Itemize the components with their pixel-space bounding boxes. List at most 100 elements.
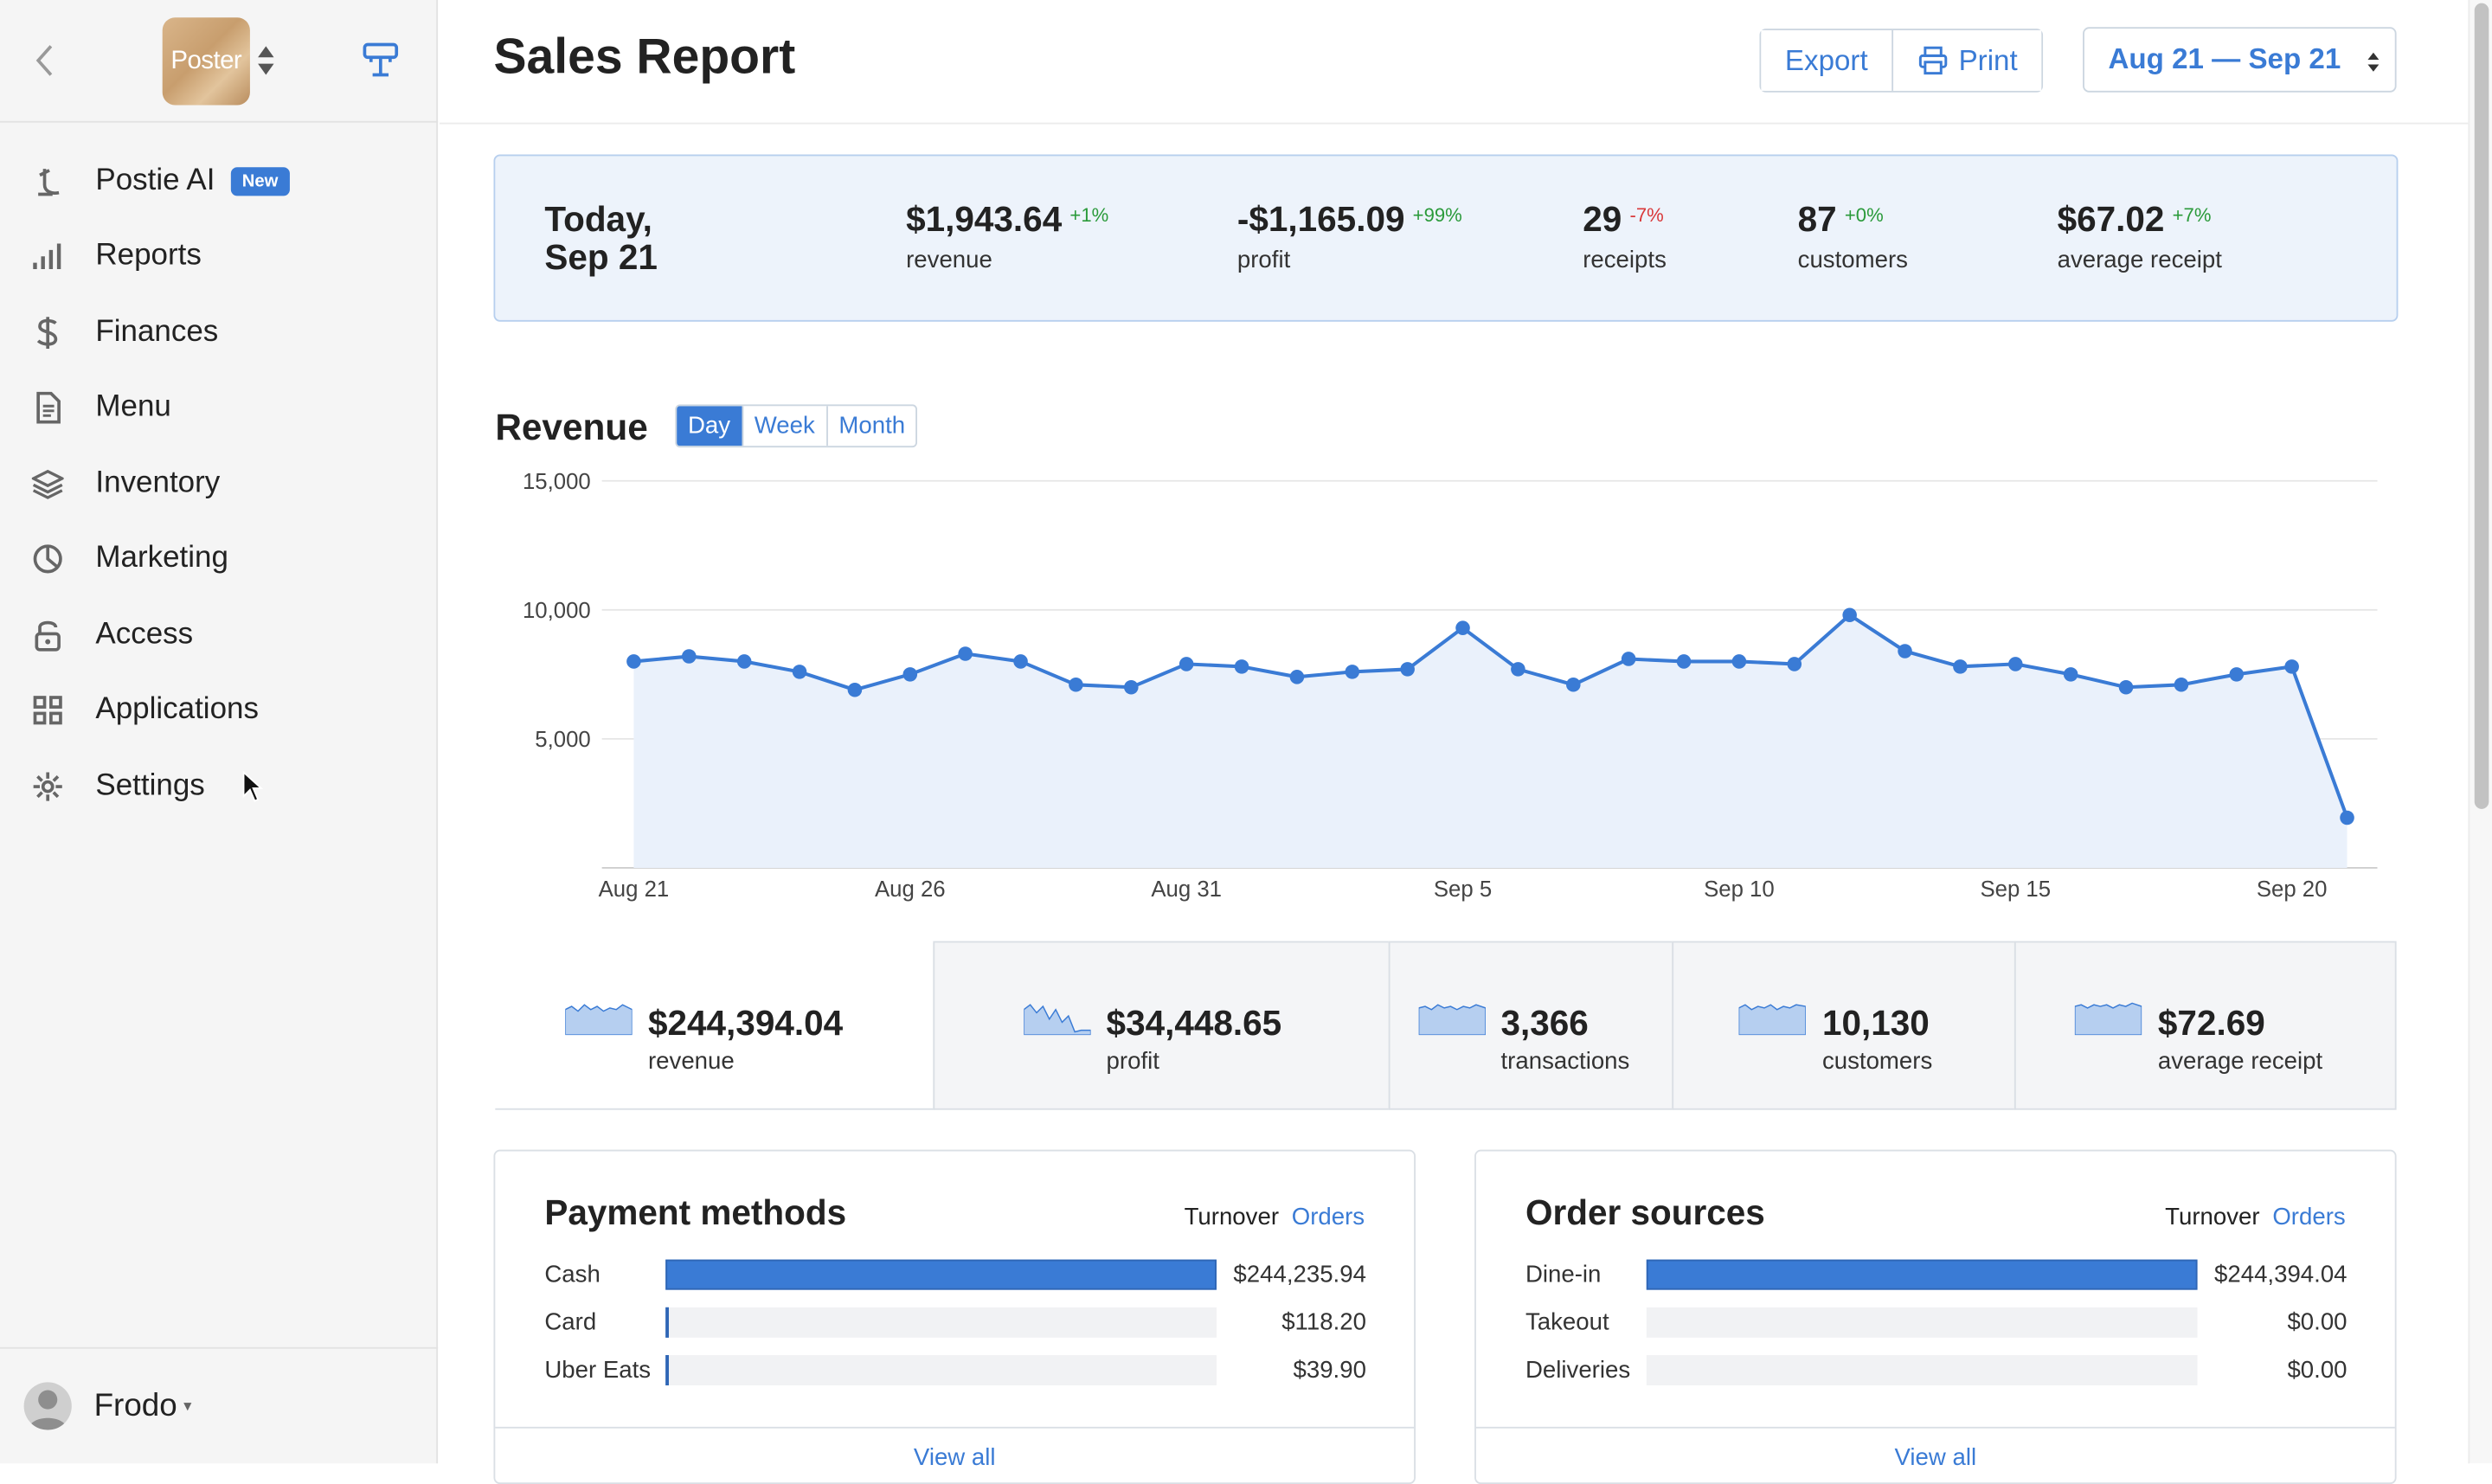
sidebar-item-finances[interactable]: Finances xyxy=(0,294,438,369)
page-scrollbar[interactable] xyxy=(2468,0,2492,1464)
back-button[interactable] xyxy=(25,38,63,83)
sidebar-item-label: Menu xyxy=(95,390,171,424)
sidebar-item-postie-ai[interactable]: Postie AI New xyxy=(0,144,438,219)
sidebar-item-settings[interactable]: Settings xyxy=(0,748,438,824)
today-stat-receipts: 29 -7% receipts xyxy=(1583,199,1667,273)
data-point[interactable] xyxy=(902,667,918,682)
total-customers-card[interactable]: 10,130 customers xyxy=(1672,941,2017,1110)
data-point[interactable] xyxy=(2340,810,2354,826)
print-button[interactable]: Print xyxy=(1891,29,2042,91)
total-transactions-card[interactable]: 3,366 transactions xyxy=(1387,941,1674,1110)
stat-change: +1% xyxy=(1069,203,1109,227)
data-point[interactable] xyxy=(792,665,807,679)
data-point[interactable] xyxy=(847,682,863,697)
data-point[interactable] xyxy=(1676,654,1692,669)
sidebar-item-menu[interactable]: Menu xyxy=(0,370,438,446)
data-point[interactable] xyxy=(1566,677,1581,692)
data-point[interactable] xyxy=(1069,677,1083,692)
grid-icon xyxy=(32,695,64,727)
sidebar-item-label: Settings xyxy=(95,768,205,803)
data-point[interactable] xyxy=(2229,667,2245,682)
total-value: $72.69 xyxy=(2157,1003,2265,1044)
revenue-area xyxy=(633,614,2347,868)
data-point[interactable] xyxy=(1842,607,1857,623)
stat-label: receipts xyxy=(1583,247,1667,274)
export-button[interactable]: Export xyxy=(1761,29,1892,91)
data-point[interactable] xyxy=(1787,657,1802,671)
stat-change: -7% xyxy=(1629,203,1664,227)
updown-caret-icon xyxy=(2367,52,2380,72)
data-point[interactable] xyxy=(1455,620,1470,635)
data-point[interactable] xyxy=(1400,662,1415,677)
layers-icon xyxy=(31,468,64,500)
total-profit-card[interactable]: $34,448.65 profit xyxy=(932,941,1390,1110)
pos-terminal-button[interactable] xyxy=(360,40,401,89)
scrollbar-thumb[interactable] xyxy=(2474,3,2489,809)
account-switch-toggle[interactable] xyxy=(256,45,275,85)
bar-value: $118.20 xyxy=(1281,1308,1366,1336)
data-point[interactable] xyxy=(1953,659,1968,674)
metric-toggle: Turnover Orders xyxy=(1185,1204,1365,1230)
user-icon xyxy=(29,1390,67,1430)
view-all-link[interactable]: View all xyxy=(913,1444,996,1472)
data-point[interactable] xyxy=(2118,679,2134,695)
stat-label: customers xyxy=(1797,247,1908,274)
chevron-left-icon xyxy=(35,45,53,76)
x-tick-label: Aug 26 xyxy=(875,877,946,902)
total-average-receipt-card[interactable]: $72.69 average receipt xyxy=(2014,941,2397,1110)
total-revenue-card[interactable]: $244,394.04 revenue xyxy=(495,941,934,1110)
data-point[interactable] xyxy=(2063,667,2078,682)
bar-track xyxy=(665,1259,1217,1290)
bar-track xyxy=(665,1307,1217,1338)
brand-logo[interactable]: Poster xyxy=(162,17,250,106)
orders-toggle[interactable]: Orders xyxy=(2272,1204,2346,1231)
data-point[interactable] xyxy=(682,649,697,664)
today-date-line1: Today, xyxy=(544,199,652,240)
sidebar-item-reports[interactable]: Reports xyxy=(0,219,438,294)
sidebar-item-inventory[interactable]: Inventory xyxy=(0,446,438,521)
view-all-link[interactable]: View all xyxy=(1894,1444,1977,1472)
period-week-button[interactable]: Week xyxy=(741,406,826,446)
turnover-toggle[interactable]: Turnover xyxy=(1184,1204,1280,1231)
data-point[interactable] xyxy=(1621,652,1636,666)
date-range-label: Aug 21 — Sep 21 xyxy=(2108,42,2341,75)
data-point[interactable] xyxy=(626,654,641,669)
revenue-line xyxy=(633,613,2349,819)
data-point[interactable] xyxy=(736,654,752,669)
data-point[interactable] xyxy=(2284,659,2299,674)
data-point[interactable] xyxy=(2174,677,2189,692)
stat-value: 29 xyxy=(1583,199,1622,240)
data-point[interactable] xyxy=(1013,654,1028,669)
bar-track xyxy=(1646,1307,2198,1338)
data-point[interactable] xyxy=(958,646,973,661)
today-stat-revenue: $1,943.64 +1% revenue xyxy=(906,199,1108,273)
data-point[interactable] xyxy=(1731,654,1747,669)
data-point[interactable] xyxy=(1345,665,1360,679)
data-point[interactable] xyxy=(1124,679,1139,695)
y-tick-label: 15,000 xyxy=(523,470,591,494)
turnover-toggle[interactable]: Turnover xyxy=(2165,1204,2260,1231)
user-name[interactable]: Frodo xyxy=(93,1387,177,1423)
sidebar-item-applications[interactable]: Applications xyxy=(0,673,438,748)
data-point[interactable] xyxy=(1234,659,1249,674)
bar-track xyxy=(1646,1259,2198,1290)
period-day-button[interactable]: Day xyxy=(677,406,742,446)
orders-toggle[interactable]: Orders xyxy=(1291,1204,1365,1231)
today-stat-customers: 87 +0% customers xyxy=(1798,199,1908,273)
avatar xyxy=(23,1382,72,1430)
total-label: revenue xyxy=(647,1047,735,1076)
mouse-cursor-icon xyxy=(242,770,264,802)
user-menu[interactable]: Frodo ▾ xyxy=(0,1346,439,1463)
sidebar-item-marketing[interactable]: Marketing xyxy=(0,522,438,597)
period-month-button[interactable]: Month xyxy=(825,406,916,446)
data-point[interactable] xyxy=(2008,657,2023,671)
data-point[interactable] xyxy=(1289,670,1305,684)
date-range-picker[interactable]: Aug 21 — Sep 21 xyxy=(2083,27,2397,93)
stat-change: +99% xyxy=(1412,203,1462,227)
gear-icon xyxy=(32,770,64,802)
data-point[interactable] xyxy=(1511,662,1525,677)
data-point[interactable] xyxy=(1898,644,1912,658)
data-point[interactable] xyxy=(1179,657,1194,671)
sidebar-item-label: Marketing xyxy=(95,542,228,575)
sidebar-item-access[interactable]: Access xyxy=(0,597,438,672)
